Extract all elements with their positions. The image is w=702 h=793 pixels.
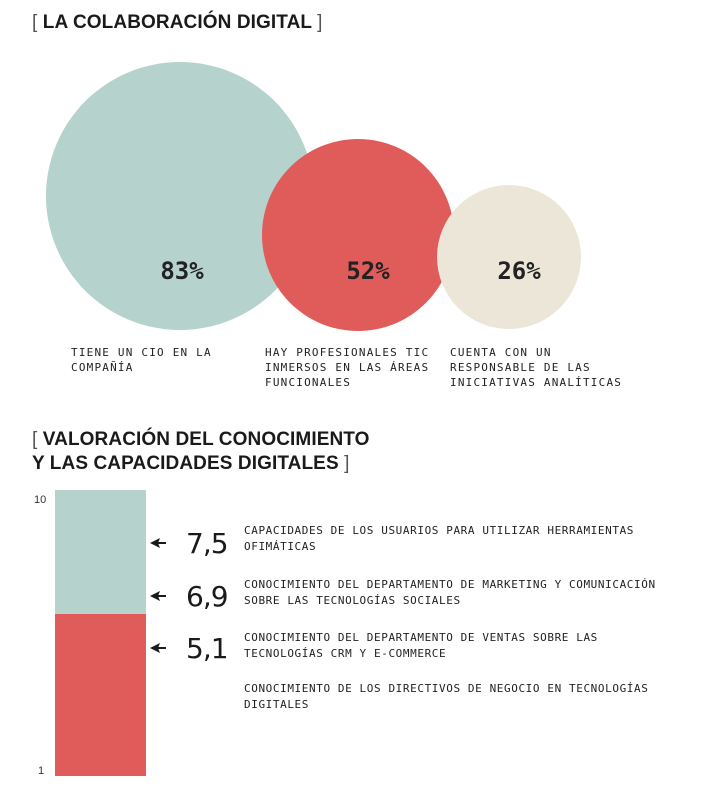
arrow-left-icon (150, 643, 160, 653)
bracket-close: ] (317, 12, 323, 33)
bubble-tic-professionals (262, 139, 454, 331)
bubble-chart: 83% 52% 26% (46, 62, 581, 331)
marker-5-1: 5,1 (150, 632, 229, 665)
bracket-open: [ (32, 12, 38, 33)
valuation-bar-chart: 10 1 7,5 6,9 5,1 (34, 490, 229, 777)
bubble-cio (46, 62, 314, 330)
arrow-left-icon (150, 538, 160, 548)
y-tick-max: 10 (34, 494, 46, 506)
bubble-analytics-lead (437, 185, 581, 329)
bar-description-sales: CONOCIMIENTO DEL DEPARTAMENTO DE VENTAS … (244, 631, 598, 660)
bubble-caption-analytics-lead: CUENTA CON UN RESPONSABLE DE LAS INICIAT… (450, 346, 623, 389)
bracket-open: [ (32, 429, 38, 450)
marker-6-9: 6,9 (150, 580, 229, 613)
bubble-tic-professionals-value: 52% (346, 257, 390, 285)
marker-7-5: 7,5 (150, 527, 229, 560)
bubble-analytics-lead-value: 26% (497, 257, 541, 285)
bar-description-marketing: CONOCIMIENTO DEL DEPARTAMENTO DE MARKETI… (244, 578, 656, 607)
section-title-digital-collaboration: [ LA COLABORACIÓN DIGITAL ] (32, 11, 323, 35)
bracket-close: ] (344, 453, 350, 474)
section-title-line1: VALORACIÓN DEL CONOCIMIENTO (42, 429, 370, 450)
value-label: 7,5 (186, 527, 228, 560)
bubble-caption-tic-professionals: HAY PROFESIONALES TIC INMERSOS EN LAS ÁR… (265, 346, 430, 389)
bubble-cio-value: 83% (160, 257, 204, 285)
section-title-line2: Y LAS CAPACIDADES DIGITALES (32, 453, 339, 474)
value-label: 6,9 (186, 580, 228, 613)
bar-description-executives: CONOCIMIENTO DE LOS DIRECTIVOS DE NEGOCI… (244, 682, 649, 711)
bubble-caption-cio: TIENE UN CIO EN LA COMPAÑÍA (71, 346, 212, 374)
bar-description-office-tools: CAPACIDADES DE LOS USUARIOS PARA UTILIZA… (244, 524, 635, 553)
bar-segment-lower (55, 613, 146, 776)
arrow-left-icon (150, 591, 160, 601)
section-title-digital-knowledge: [ VALORACIÓN DEL CONOCIMIENTO Y LAS CAPAC… (32, 428, 370, 476)
y-tick-min: 1 (38, 765, 44, 777)
section-title-text: LA COLABORACIÓN DIGITAL (42, 12, 312, 33)
value-label: 5,1 (186, 632, 228, 665)
bar-segment-upper (55, 490, 146, 614)
